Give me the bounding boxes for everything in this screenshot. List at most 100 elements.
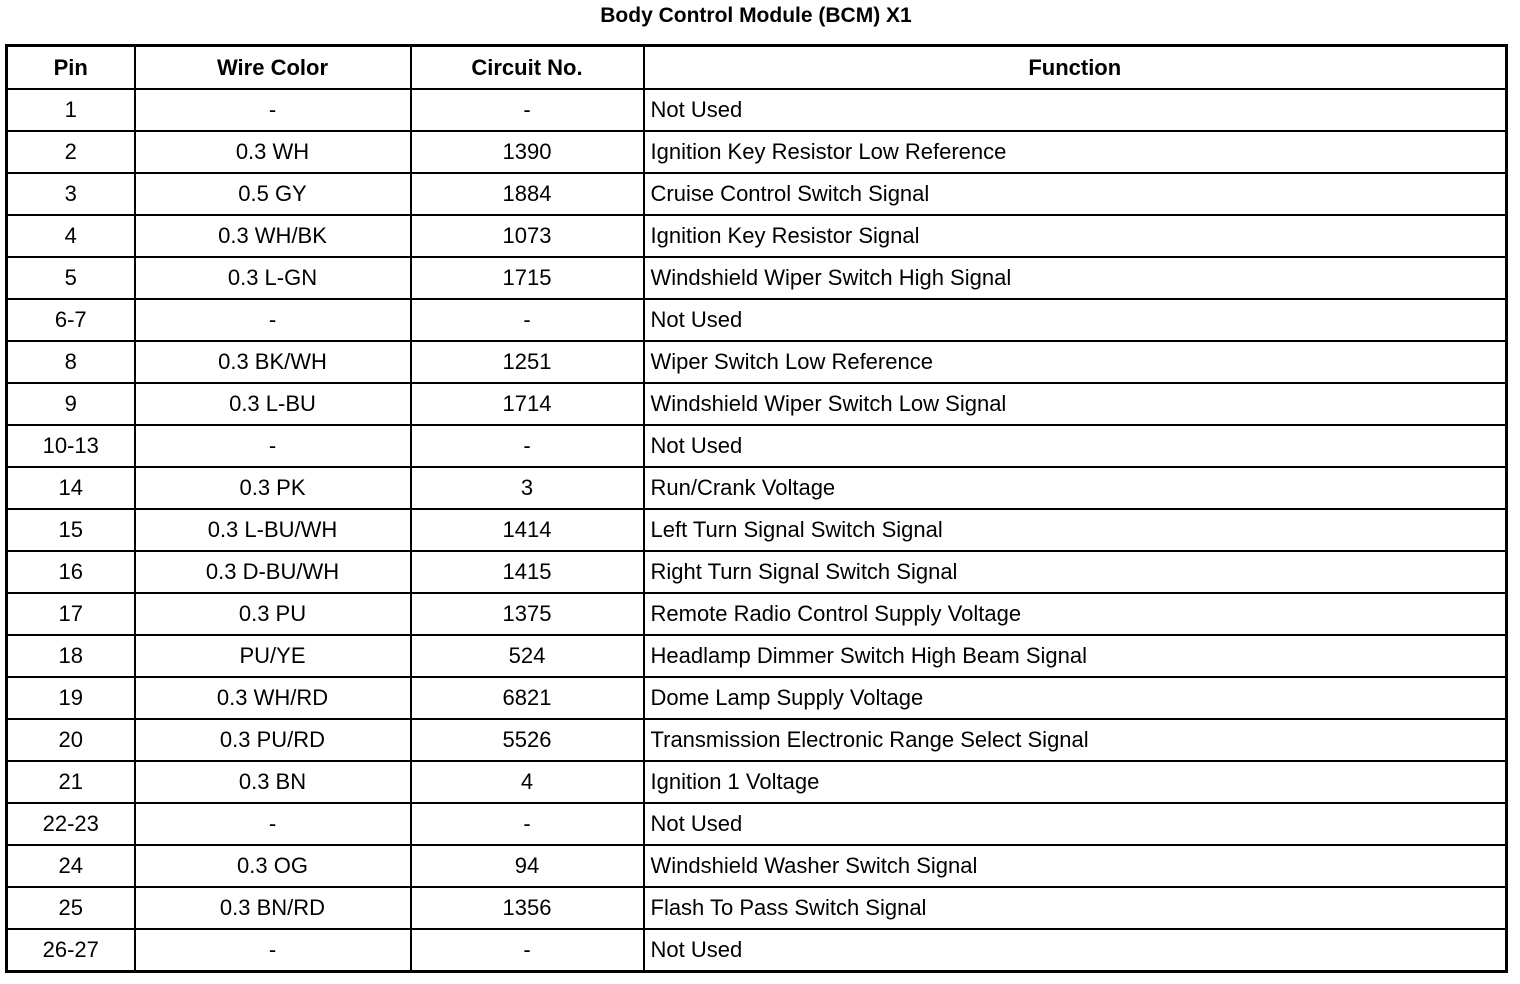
function-cell: Windshield Wiper Switch Low Signal: [642, 382, 1508, 426]
table-row: 16 0.3 D-BU/WH 1415 Right Turn Signal Switc…: [5, 550, 1508, 594]
pin-cell: 5: [5, 256, 136, 300]
table-row: 20 0.3 PU/RD 5526 Transmission Electronic R…: [5, 718, 1508, 762]
table-row: 26-27- - Not Used: [5, 928, 1508, 973]
table-row: 5 0.3 L-GN 1715 Windshield Wiper Switch Hig…: [5, 256, 1508, 300]
pin-cell: 2: [5, 130, 136, 174]
table-row: 8 0.3 BK/WH 1251 Wiper Switch Low Reference: [5, 340, 1508, 384]
wire-color-cell: 0.3 L-GN: [133, 256, 412, 300]
pin-cell: 8: [5, 340, 136, 384]
wire-color-cell: 0.3 BN: [133, 760, 412, 804]
function-cell: Dome Lamp Supply Voltage: [642, 676, 1508, 720]
wire-color-cell: PU/YE: [133, 634, 412, 678]
circuit-no-cell: 5526: [409, 718, 645, 762]
pin-cell: 10-13: [5, 424, 136, 468]
function-cell: Right Turn Signal Switch Signal: [642, 550, 1508, 594]
table-row: 21 0.3 BN 4 Ignition 1 Voltage: [5, 760, 1508, 804]
circuit-no-cell: -: [409, 88, 645, 132]
circuit-no-cell: 1884: [409, 172, 645, 216]
wire-color-cell: -: [133, 88, 412, 132]
pin-cell: 22-23: [5, 802, 136, 846]
header-function: Function: [642, 44, 1508, 90]
function-cell: Not Used: [642, 802, 1508, 846]
table-row: 25 0.3 BN/RD 1356 Flash To Pass Switch Sign…: [5, 886, 1508, 930]
pin-cell: 25: [5, 886, 136, 930]
circuit-no-cell: 1251: [409, 340, 645, 384]
wire-color-cell: -: [133, 928, 412, 973]
pin-cell: 4: [5, 214, 136, 258]
function-cell: Wiper Switch Low Reference: [642, 340, 1508, 384]
circuit-no-cell: 3: [409, 466, 645, 510]
function-cell: Run/Crank Voltage: [642, 466, 1508, 510]
function-cell: Not Used: [642, 928, 1508, 973]
wire-color-cell: -: [133, 802, 412, 846]
wire-color-cell: 0.3 L-BU/WH: [133, 508, 412, 552]
table-row: 22-23- - Not Used: [5, 802, 1508, 846]
circuit-no-cell: 4: [409, 760, 645, 804]
circuit-no-cell: 1414: [409, 508, 645, 552]
function-cell: Cruise Control Switch Signal: [642, 172, 1508, 216]
pin-cell: 20: [5, 718, 136, 762]
pin-cell: 14: [5, 466, 136, 510]
circuit-no-cell: 1356: [409, 886, 645, 930]
circuit-no-cell: 1415: [409, 550, 645, 594]
table-row: 24 0.3 OG 94 Windshield Washer Switch Signa…: [5, 844, 1508, 888]
circuit-no-cell: 1714: [409, 382, 645, 426]
wire-color-cell: 0.3 WH/BK: [133, 214, 412, 258]
function-cell: Not Used: [642, 88, 1508, 132]
pin-cell: 24: [5, 844, 136, 888]
pin-cell: 18: [5, 634, 136, 678]
header-row: Pin Wire Color Circuit No. Function: [5, 44, 1508, 90]
table-row: 2 0.3 WH 1390 Ignition Key Resistor Low Ref…: [5, 130, 1508, 174]
pin-cell: 19: [5, 676, 136, 720]
pin-cell: 26-27: [5, 928, 136, 973]
function-cell: Transmission Electronic Range Select Sig…: [642, 718, 1508, 762]
function-cell: Not Used: [642, 298, 1508, 342]
document-title: Body Control Module (BCM) X1: [600, 4, 912, 27]
circuit-no-cell: 1715: [409, 256, 645, 300]
pin-cell: 21: [5, 760, 136, 804]
table-row: 18 PU/YE 524 Headlamp Dimmer Switch High Be…: [5, 634, 1508, 678]
function-cell: Headlamp Dimmer Switch High Beam Signal: [642, 634, 1508, 678]
header-circuit-no: Circuit No.: [409, 44, 645, 90]
function-cell: Flash To Pass Switch Signal: [642, 886, 1508, 930]
pinout-table: Pin Wire Color Circuit No. Function 1--N…: [5, 44, 1508, 973]
circuit-no-cell: 1375: [409, 592, 645, 636]
function-cell: Windshield Washer Switch Signal: [642, 844, 1508, 888]
circuit-no-cell: -: [409, 298, 645, 342]
circuit-no-cell: 6821: [409, 676, 645, 720]
circuit-no-cell: -: [409, 424, 645, 468]
table-row: 10-13- - Not Used: [5, 424, 1508, 468]
circuit-no-cell: 524: [409, 634, 645, 678]
wire-color-cell: 0.3 WH: [133, 130, 412, 174]
pin-cell: 6-7: [5, 298, 136, 342]
pin-cell: 1: [5, 88, 136, 132]
wire-color-cell: 0.3 D-BU/WH: [133, 550, 412, 594]
function-cell: Ignition Key Resistor Signal: [642, 214, 1508, 258]
wire-color-cell: 0.3 BN/RD: [133, 886, 412, 930]
table-row: 9 0.3 L-BU 1714 Windshield Wiper Switch Low…: [5, 382, 1508, 426]
wire-color-cell: -: [133, 298, 412, 342]
table-row: 17 0.3 PU 1375 Remote Radio Control Supply …: [5, 592, 1508, 636]
circuit-no-cell: 94: [409, 844, 645, 888]
table-row: 19 0.3 WH/RD 6821 Dome Lamp Supply Voltage: [5, 676, 1508, 720]
circuit-no-cell: 1073: [409, 214, 645, 258]
wire-color-cell: 0.3 PU/RD: [133, 718, 412, 762]
header-wire-color: Wire Color: [133, 44, 412, 90]
table-row: 3 0.5 GY 1884 Cruise Control Switch Signal: [5, 172, 1508, 216]
circuit-no-cell: -: [409, 928, 645, 973]
wire-color-cell: 0.3 L-BU: [133, 382, 412, 426]
function-cell: Left Turn Signal Switch Signal: [642, 508, 1508, 552]
pin-cell: 15: [5, 508, 136, 552]
function-cell: Ignition 1 Voltage: [642, 760, 1508, 804]
pin-cell: 16: [5, 550, 136, 594]
table-row: 4 0.3 WH/BK 1073 Ignition Key Resistor Sign…: [5, 214, 1508, 258]
wire-color-cell: 0.3 WH/RD: [133, 676, 412, 720]
function-cell: Not Used: [642, 424, 1508, 468]
function-cell: Remote Radio Control Supply Voltage: [642, 592, 1508, 636]
header-pin: Pin: [5, 44, 136, 90]
table-row: 1- - Not Used: [5, 88, 1508, 132]
table-row: 14 0.3 PK 3 Run/Crank Voltage: [5, 466, 1508, 510]
circuit-no-cell: 1390: [409, 130, 645, 174]
wire-color-cell: 0.3 PK: [133, 466, 412, 510]
table-row: 15 0.3 L-BU/WH 1414 Left Turn Signal Switch…: [5, 508, 1508, 552]
